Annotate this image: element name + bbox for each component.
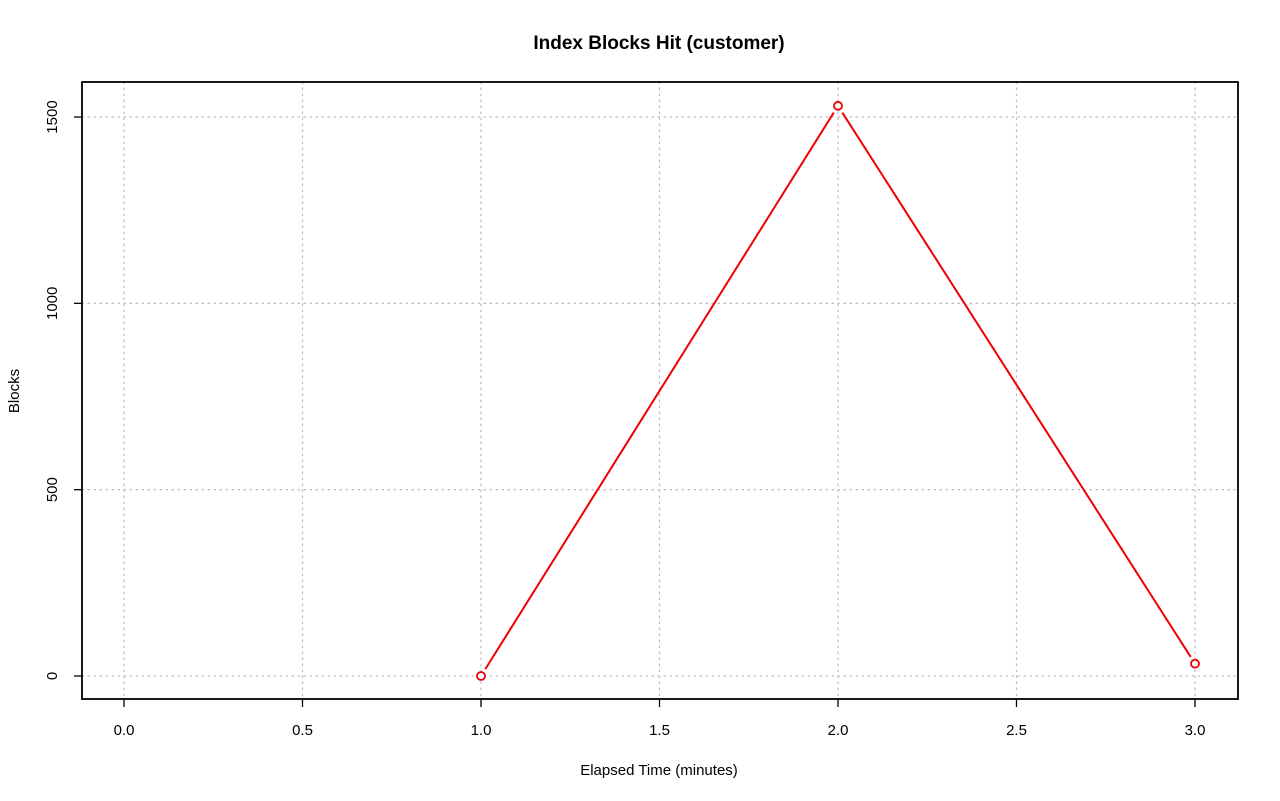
data-point xyxy=(476,671,486,681)
series-layer xyxy=(476,100,1200,681)
y-tick-label: 1000 xyxy=(44,287,61,320)
x-axis: 0.0 0.5 1.0 1.5 2.0 2.5 3.0 xyxy=(114,699,1206,739)
x-tick-label: 3.0 xyxy=(1185,722,1206,739)
data-point xyxy=(833,100,843,111)
x-tick-label: 0.0 xyxy=(114,722,135,739)
x-tick-label: 0.5 xyxy=(292,722,313,739)
y-axis: 0 500 1000 1500 xyxy=(44,100,82,680)
y-tick-label: 1500 xyxy=(44,100,61,133)
y-tick-label: 0 xyxy=(44,672,61,680)
x-tick-label: 2.5 xyxy=(1006,722,1027,739)
data-point xyxy=(1190,658,1200,669)
series-line-segment xyxy=(484,112,835,670)
y-tick-label: 500 xyxy=(44,477,61,502)
grid xyxy=(81,81,1239,700)
x-tick-label: 2.0 xyxy=(828,722,849,739)
chart-title: Index Blocks Hit (customer) xyxy=(533,33,784,54)
x-tick-label: 1.5 xyxy=(649,722,670,739)
y-axis-label: Blocks xyxy=(6,369,23,413)
x-axis-label: Elapsed Time (minutes) xyxy=(580,762,738,779)
series-line-segment xyxy=(841,112,1192,658)
x-tick-label: 1.0 xyxy=(471,722,492,739)
